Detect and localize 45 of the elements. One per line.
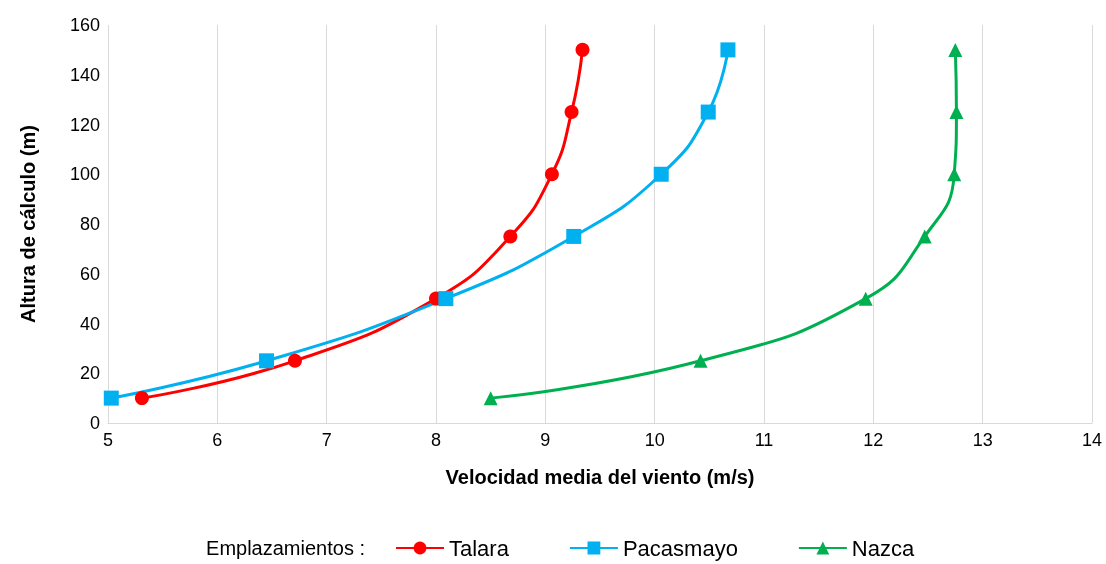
point [947, 167, 962, 182]
y-tick-label: 160 [69, 15, 100, 35]
y-tick-label: 120 [69, 114, 100, 135]
x-tick-label: 8 [430, 430, 442, 450]
point [134, 391, 149, 406]
y-tick-label: 140 [69, 64, 100, 85]
point [259, 353, 275, 369]
x-tick-label: 5 [102, 430, 114, 450]
x-tick-label: 14 [1081, 430, 1103, 450]
point [949, 105, 964, 120]
point [700, 104, 716, 120]
x-tick-label: 7 [321, 430, 332, 450]
point [103, 390, 119, 406]
legend-title: Emplazamientos : [206, 537, 366, 559]
legend-label: Nazca [851, 535, 915, 561]
point [917, 229, 932, 244]
point [566, 228, 582, 244]
point [693, 353, 708, 368]
y-tick-label: 40 [79, 313, 100, 334]
x-tick-label: 9 [540, 430, 551, 450]
legend-label: Pacasmayo [622, 535, 738, 561]
point [720, 42, 736, 58]
x-tick-label: 10 [644, 430, 665, 450]
x-tick-label: 6 [212, 430, 223, 450]
point [438, 291, 454, 307]
x-tick-label: 11 [754, 430, 774, 450]
x-axis-title: Velocidad media del viento (m/s) [445, 466, 755, 488]
y-tick-label: 20 [79, 363, 100, 384]
y-axis-title: Altura de cálculo (m) [17, 125, 39, 323]
legend-label: Talara [449, 535, 510, 561]
point [287, 353, 302, 368]
point [653, 166, 669, 182]
y-tick-label: 80 [79, 214, 100, 234]
point [544, 167, 559, 182]
y-tick-label: 100 [69, 164, 100, 185]
y-tick-label: 60 [79, 263, 100, 284]
point [564, 105, 579, 120]
point [948, 42, 963, 57]
x-tick-label: 12 [863, 430, 884, 450]
point [503, 229, 518, 244]
point [858, 291, 873, 306]
point [575, 42, 590, 57]
x-tick-label: 13 [972, 430, 993, 450]
point [483, 391, 498, 406]
y-tick-label: 0 [89, 413, 100, 433]
